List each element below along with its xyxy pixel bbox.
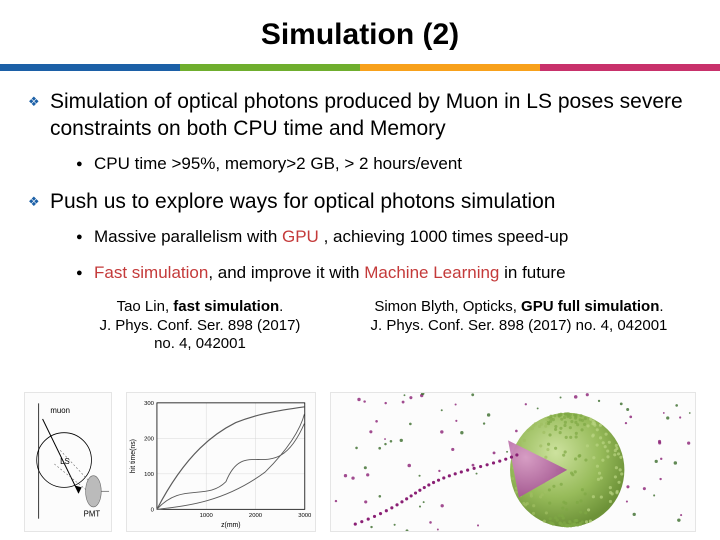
- diamond-bullet-icon: ❖: [28, 189, 50, 216]
- bullet-1-1-text: CPU time >95%, memory>2 GB, > 2 hours/ev…: [94, 153, 462, 175]
- svg-text:200: 200: [144, 436, 155, 442]
- dot-bullet-icon: ●: [76, 226, 94, 248]
- content-body: ❖ Simulation of optical photons produced…: [0, 71, 720, 354]
- axis-label-y: hit time(ns): [130, 439, 137, 473]
- accent-stripe: [0, 64, 720, 71]
- diamond-bullet-icon: ❖: [28, 89, 50, 143]
- text-bold: fast simulation: [173, 298, 279, 315]
- figure-row: muon LS PMT 1000 2000 3000 0 100 200 300 z(mm…: [24, 392, 696, 532]
- figure-detector: [330, 392, 696, 532]
- text-run: , achieving 1000 times speed-up: [319, 227, 569, 246]
- citations-row: Tao Lin, fast simulation. J. Phys. Conf.…: [28, 298, 692, 354]
- axis-label-x: z(mm): [221, 522, 240, 529]
- figure-schematic: muon LS PMT: [24, 392, 112, 532]
- text-run: J. Phys. Conf. Ser. 898 (2017) no. 4, 04…: [371, 317, 668, 334]
- text-bold: GPU full simulation: [521, 298, 659, 315]
- text-run: Tao Lin,: [117, 298, 174, 315]
- highlight-ml: Machine Learning: [364, 263, 499, 282]
- bullet-2-2-text: Fast simulation, and improve it with Mac…: [94, 262, 566, 284]
- citation-left: Tao Lin, fast simulation. J. Phys. Conf.…: [64, 298, 336, 354]
- citation-right: Simon Blyth, Opticks, GPU full simulatio…: [356, 298, 682, 354]
- svg-text:0: 0: [151, 507, 155, 513]
- svg-text:100: 100: [144, 472, 155, 478]
- highlight-fastsim: Fast simulation: [94, 263, 208, 282]
- bullet-1-text: Simulation of optical photons produced b…: [50, 89, 692, 143]
- bullet-2-text: Push us to explore ways for optical phot…: [50, 189, 555, 216]
- dot-bullet-icon: ●: [76, 153, 94, 175]
- bullet-1-1: ● CPU time >95%, memory>2 GB, > 2 hours/…: [76, 153, 692, 175]
- text-run: no. 4, 042001: [154, 335, 246, 352]
- svg-text:300: 300: [144, 401, 155, 407]
- svg-text:1000: 1000: [200, 513, 214, 519]
- text-run: .: [659, 298, 663, 315]
- svg-text:3000: 3000: [298, 513, 312, 519]
- dot-bullet-icon: ●: [76, 262, 94, 284]
- text-run: Simon Blyth, Opticks,: [374, 298, 521, 315]
- highlight-gpu: GPU: [282, 227, 319, 246]
- text-run: J. Phys. Conf. Ser. 898 (2017): [99, 317, 300, 334]
- svg-text:2000: 2000: [249, 513, 263, 519]
- bullet-2-1: ● Massive parallelism with GPU , achievi…: [76, 226, 692, 248]
- bullet-1: ❖ Simulation of optical photons produced…: [28, 89, 692, 143]
- label-ls: LS: [60, 457, 70, 466]
- page-title: Simulation (2): [0, 18, 720, 52]
- text-run: , and improve it with: [208, 263, 364, 282]
- label-pmt: PMT: [84, 510, 101, 519]
- bullet-2-1-text: Massive parallelism with GPU , achieving…: [94, 226, 568, 248]
- figure-plot: 1000 2000 3000 0 100 200 300 z(mm) hit time(n…: [126, 392, 316, 532]
- text-run: in future: [499, 263, 565, 282]
- bullet-2: ❖ Push us to explore ways for optical ph…: [28, 189, 692, 216]
- bullet-2-2: ● Fast simulation, and improve it with M…: [76, 262, 692, 284]
- label-muon: muon: [50, 406, 70, 415]
- text-run: Massive parallelism with: [94, 227, 282, 246]
- text-run: .: [279, 298, 283, 315]
